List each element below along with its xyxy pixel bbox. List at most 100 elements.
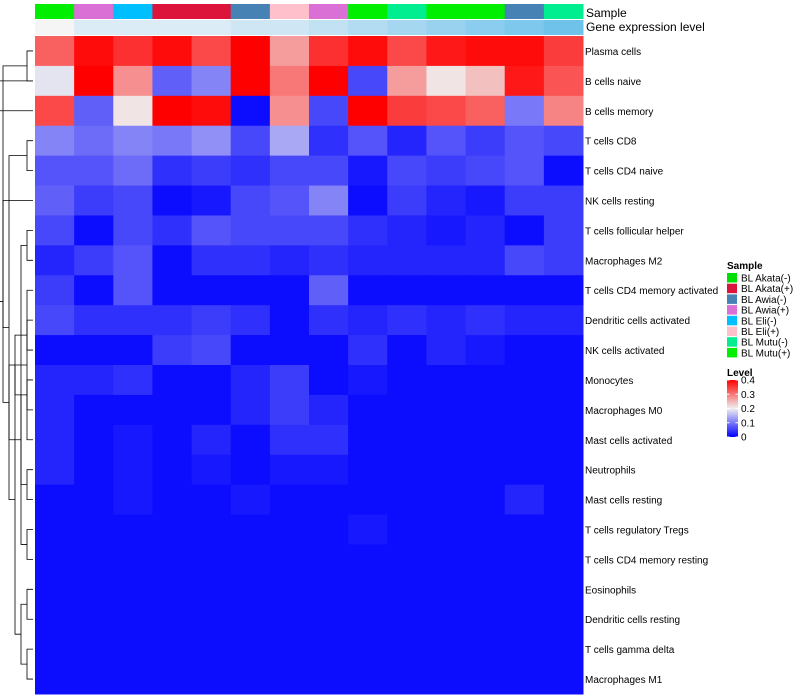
heatmap-cell — [387, 514, 427, 545]
heatmap-cell — [465, 155, 506, 187]
heatmap-cell — [191, 335, 232, 366]
heatmap-cell — [504, 394, 545, 426]
heatmap-cell — [465, 424, 506, 456]
heatmap-cell — [309, 155, 349, 187]
heatmap-cell — [387, 664, 427, 695]
dendrogram-branch — [26, 50, 33, 82]
heatmap-cell — [348, 484, 388, 516]
heatmap-cell — [504, 664, 545, 695]
row-label: T cells CD4 memory activated — [585, 286, 718, 297]
heatmap-cell — [348, 245, 388, 276]
annotation-sample-cell — [543, 4, 584, 19]
heatmap-cell — [152, 484, 193, 516]
row-label: NK cells activated — [585, 346, 664, 357]
heatmap-cell — [426, 634, 467, 665]
heatmap-cell — [309, 36, 349, 67]
heatmap-cell — [387, 365, 427, 396]
heatmap-cell — [191, 424, 232, 456]
heatmap-cell — [191, 544, 232, 575]
annotation-expression-cell — [269, 20, 310, 35]
heatmap-cell — [74, 36, 114, 67]
heatmap-cell — [191, 215, 232, 246]
legend-sample-label: BL Akata(-) — [741, 274, 791, 285]
heatmap-cell — [152, 36, 193, 67]
heatmap-cell — [504, 65, 545, 97]
row-label: Neutrophils — [585, 466, 636, 477]
heatmap-cell — [426, 215, 467, 246]
dendrogram-branch — [20, 603, 27, 665]
heatmap-cell — [543, 335, 584, 366]
heatmap-cell — [35, 125, 75, 157]
heatmap-cell — [230, 36, 271, 67]
heatmap-cell — [543, 36, 584, 67]
annotation-expression-cell — [465, 20, 506, 35]
heatmap-cell — [543, 634, 584, 665]
heatmap-cell — [426, 544, 467, 575]
row-label: Dendritic cells resting — [585, 615, 680, 626]
dendrogram-branch — [2, 65, 27, 329]
annotation-expression-cell — [309, 20, 349, 35]
heatmap-cell — [426, 65, 467, 97]
heatmap-cell — [74, 604, 114, 635]
heatmap-cell — [309, 245, 349, 276]
heatmap-cell — [230, 424, 271, 456]
annotation-sample-cell — [426, 4, 467, 19]
heatmap-cell — [74, 305, 114, 336]
heatmap-cell — [426, 335, 467, 366]
heatmap-cell — [543, 215, 584, 246]
heatmap-cell — [543, 454, 584, 486]
row-label: Mast cells activated — [585, 436, 672, 447]
heatmap-cell — [426, 394, 467, 426]
heatmap-cell — [191, 245, 232, 276]
heatmap-cell — [504, 95, 545, 127]
heatmap-cell — [269, 365, 310, 396]
dendrogram-branch — [26, 289, 33, 441]
heatmap-cell — [191, 155, 232, 187]
heatmap-cell — [269, 514, 310, 545]
heatmap-cell — [269, 305, 310, 336]
heatmap-cell — [113, 544, 153, 575]
heatmap-cell — [465, 65, 506, 97]
heatmap-cell — [504, 125, 545, 157]
heatmap-cell — [309, 65, 349, 97]
heatmap-cell — [113, 125, 153, 157]
heatmap-cell — [230, 514, 271, 545]
heatmap-cell — [543, 664, 584, 695]
heatmap-cell — [465, 365, 506, 396]
heatmap-cell — [543, 95, 584, 127]
heatmap-cell — [309, 335, 349, 366]
heatmap-cell — [387, 424, 427, 456]
heatmap-cell — [465, 394, 506, 426]
heatmap-cell — [191, 95, 232, 127]
heatmap-cell — [113, 514, 153, 545]
heatmap-cell — [191, 365, 232, 396]
heatmap-cell — [230, 155, 271, 187]
heatmap-cell — [74, 484, 114, 516]
legend-sample-label: BL Mutu(-) — [741, 338, 788, 349]
annotation-expression-cell — [113, 20, 153, 35]
heatmap-cell — [465, 454, 506, 486]
heatmap-cell — [269, 604, 310, 635]
heatmap-cell — [152, 335, 193, 366]
legend-sample-swatch — [727, 337, 737, 347]
heatmap-cell — [152, 215, 193, 246]
heatmap-cell — [465, 664, 506, 695]
heatmap-cell — [387, 125, 427, 157]
heatmap-cell — [191, 484, 232, 516]
heatmap-cell — [543, 275, 584, 306]
heatmap-cell — [504, 604, 545, 635]
heatmap-cell — [348, 634, 388, 665]
heatmap-cell — [504, 36, 545, 67]
heatmap-cell — [191, 125, 232, 157]
heatmap-cell — [152, 664, 193, 695]
heatmap-cell — [309, 305, 349, 336]
heatmap-cell — [348, 514, 388, 545]
heatmap-cell — [543, 514, 584, 545]
heatmap-cell — [35, 454, 75, 486]
heatmap-cell — [230, 245, 271, 276]
heatmap-cell — [465, 245, 506, 276]
legend-sample-label: BL Mutu(+) — [741, 348, 790, 359]
heatmap-cell — [309, 185, 349, 216]
row-label: Macrophages M2 — [585, 256, 663, 267]
heatmap-cell — [387, 95, 427, 127]
